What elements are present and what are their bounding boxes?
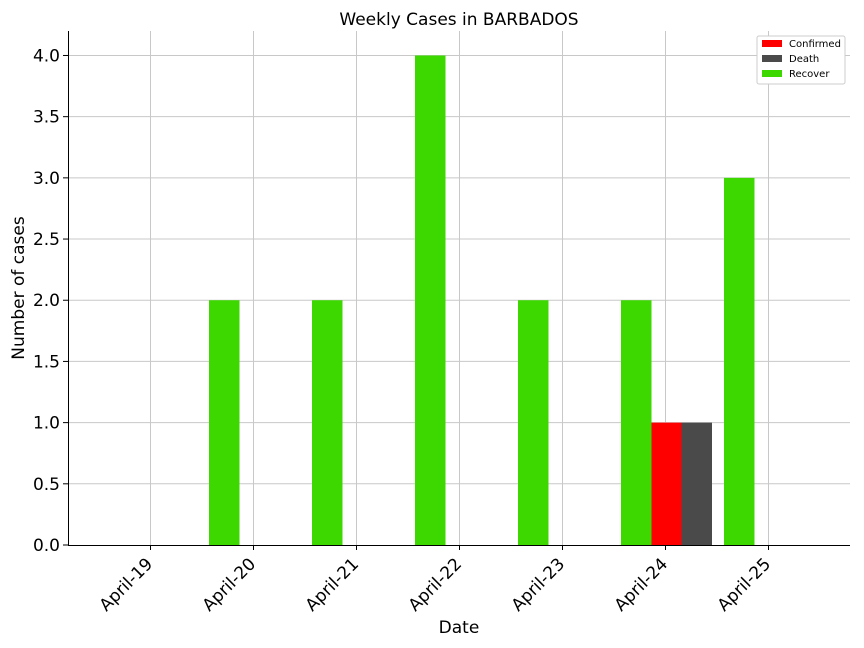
x-tick-label: April-19 — [96, 554, 157, 615]
bar-recover — [724, 177, 755, 545]
y-tick-label: 2.5 — [33, 230, 60, 250]
x-tick-label: April-24 — [611, 554, 672, 615]
y-tick-label: 3.0 — [33, 169, 60, 189]
legend: Confirmed Death Recover — [756, 35, 846, 85]
x-tick-label: April-22 — [405, 554, 466, 615]
x-tick-label: April-21 — [302, 554, 363, 615]
legend-swatch-confirmed — [762, 40, 782, 47]
legend-label-confirmed: Confirmed — [789, 39, 841, 50]
bar-recover — [209, 300, 240, 545]
bar-recover — [312, 300, 343, 545]
legend-label-death: Death — [789, 54, 819, 65]
bar-recover — [415, 55, 446, 545]
bars — [209, 55, 755, 545]
legend-swatch-death — [762, 55, 782, 62]
y-tick-label: 1.0 — [33, 414, 60, 434]
y-tick-label: 0.5 — [33, 475, 60, 495]
y-axis-label: Number of cases — [9, 216, 29, 360]
legend-swatch-recover — [762, 70, 782, 77]
bar-confirmed — [651, 422, 682, 545]
chart-title: Weekly Cases in BARBADOS — [339, 10, 578, 30]
x-tick-label: April-23 — [508, 554, 569, 615]
x-tick-label: April-20 — [199, 554, 260, 615]
y-tick-label: 4.0 — [33, 46, 60, 66]
y-tick-label: 2.0 — [33, 291, 60, 311]
bar-recover — [621, 300, 652, 545]
y-tick-label: 1.5 — [33, 352, 60, 372]
y-tick-label: 0.0 — [33, 536, 60, 556]
bar-recover — [518, 300, 549, 545]
y-ticks: 0.0 0.5 1.0 1.5 2.0 2.5 3.0 3.5 4.0 — [33, 46, 68, 556]
y-tick-label: 3.5 — [33, 108, 60, 128]
x-tick-label: April-25 — [714, 554, 775, 615]
legend-label-recover: Recover — [789, 69, 830, 80]
x-axis-label: Date — [439, 618, 480, 638]
bar-death — [681, 422, 712, 545]
x-ticks: April-19 April-20 April-21 April-22 April-23… — [96, 545, 775, 616]
